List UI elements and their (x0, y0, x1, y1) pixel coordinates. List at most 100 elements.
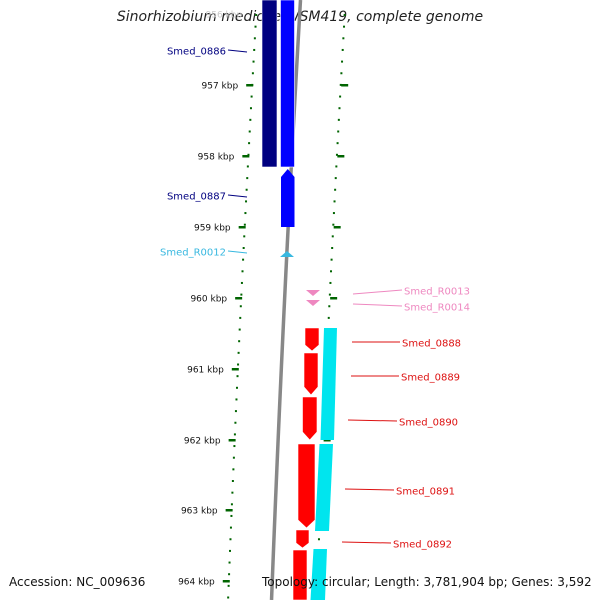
cyan-track-middle (315, 444, 333, 531)
backbone-line (269, 0, 303, 600)
label-smed-r0012: Smed_R0012 (160, 248, 226, 259)
track-dot (233, 433, 236, 436)
track-dot (227, 596, 230, 599)
ruler-dot-track (227, 14, 258, 599)
track-dot (332, 223, 335, 226)
leader-smed-r0012 (227, 250, 248, 254)
track-dot (233, 445, 236, 448)
track-dot (253, 48, 256, 51)
track-dot (230, 514, 233, 517)
track-dot (247, 153, 250, 156)
track-dot (253, 37, 256, 40)
gene-smed-r0013-marker (306, 290, 320, 296)
track-dot (239, 305, 242, 308)
track-dot (251, 72, 254, 75)
track-dot (340, 72, 343, 75)
track-dot (335, 153, 338, 156)
label-smed-0889: Smed_0889 (401, 373, 460, 384)
track-dot (336, 142, 339, 145)
track-dot (229, 549, 231, 552)
leader-smed-r0014 (352, 303, 403, 307)
track-dot (339, 95, 342, 98)
track-dot (229, 526, 232, 529)
track-dot (246, 177, 249, 180)
ruler-label-960-kbp: 960 kbp (190, 295, 227, 305)
label-smed-r0014: Smed_R0014 (404, 303, 470, 314)
gene-smed-0888-arrow (304, 327, 320, 352)
track-dot (236, 375, 239, 378)
gene-smed-0892-arrow (295, 529, 310, 549)
track-dot (239, 316, 242, 319)
track-dot (237, 363, 240, 366)
track-dot (242, 247, 245, 249)
ruler-label-964-kbp: 964 kbp (178, 578, 215, 588)
ruler-label-958-kbp: 958 kbp (198, 153, 235, 163)
gene-smed-0890-arrow (302, 396, 318, 441)
gene-smed-0886-dark-bar (261, 0, 278, 168)
label-smed-0886: Smed_0886 (167, 47, 226, 58)
label-smed-0888: Smed_0888 (402, 339, 461, 350)
track-dot (252, 60, 255, 63)
track-dot (240, 293, 243, 296)
track-dot (246, 165, 249, 168)
track-dot (234, 410, 237, 413)
track-dot (337, 118, 340, 121)
track-dot (238, 328, 241, 331)
gene-smed-r0012-marker (280, 251, 294, 257)
track-dot (245, 200, 248, 203)
cyan-track-upper (320, 328, 337, 440)
track-dot (331, 247, 334, 249)
ruler-tick (235, 297, 243, 300)
ruler-tick (225, 509, 233, 512)
leader-smed-0886 (227, 49, 248, 53)
track-dot (243, 223, 246, 226)
gene-smed-0891-arrow (297, 443, 316, 529)
gene-smed-r0014-marker (306, 300, 320, 306)
track-dot (238, 340, 241, 343)
label-smed-0892: Smed_0892 (393, 540, 452, 551)
track-dot (248, 130, 251, 133)
topology-text: Topology: circular; Length: 3,781,904 bp… (262, 575, 592, 589)
track-dot (334, 177, 337, 180)
ruler-label-961-kbp: 961 kbp (187, 366, 224, 376)
leader-smed-r0013 (352, 289, 403, 295)
track-dot (237, 351, 240, 354)
track-dot (235, 386, 238, 389)
track-dot (335, 165, 338, 168)
track-dot (342, 37, 345, 40)
gene-next-red-bar (292, 549, 308, 600)
track-dot (242, 258, 245, 261)
track-dot (235, 398, 238, 401)
ruler-tick (238, 226, 246, 229)
track-dot (330, 258, 333, 261)
track-dot (327, 316, 330, 319)
leader-smed-0892 (341, 541, 392, 544)
track-dot (343, 25, 346, 28)
track-dot (229, 538, 232, 541)
outer-tick (337, 155, 345, 158)
label-smed-r0013: Smed_R0013 (404, 287, 470, 298)
track-dot (234, 421, 237, 424)
track-dot (317, 538, 320, 541)
cyan-track-lower (310, 549, 327, 600)
outer-tick (333, 226, 341, 229)
track-dot (248, 142, 251, 145)
leader-smed-0890 (347, 419, 398, 422)
track-dot (228, 561, 231, 564)
outer-tick (330, 297, 338, 300)
track-dot (240, 281, 243, 284)
gene-smed-0889-arrow (303, 352, 319, 396)
track-dot (228, 573, 231, 576)
label-smed-0887: Smed_0887 (167, 192, 226, 203)
ruler-tick (222, 580, 230, 583)
track-dot (230, 503, 233, 506)
ruler-tick (242, 155, 250, 158)
track-dot (334, 188, 337, 191)
gene-smed-0886-bar (280, 0, 295, 168)
track-dot (333, 200, 336, 203)
leader-smed-0887 (227, 194, 248, 198)
track-dot (332, 212, 335, 215)
ruler-label-956-kbp: 956 kbp (206, 11, 243, 21)
track-dot (341, 48, 344, 51)
